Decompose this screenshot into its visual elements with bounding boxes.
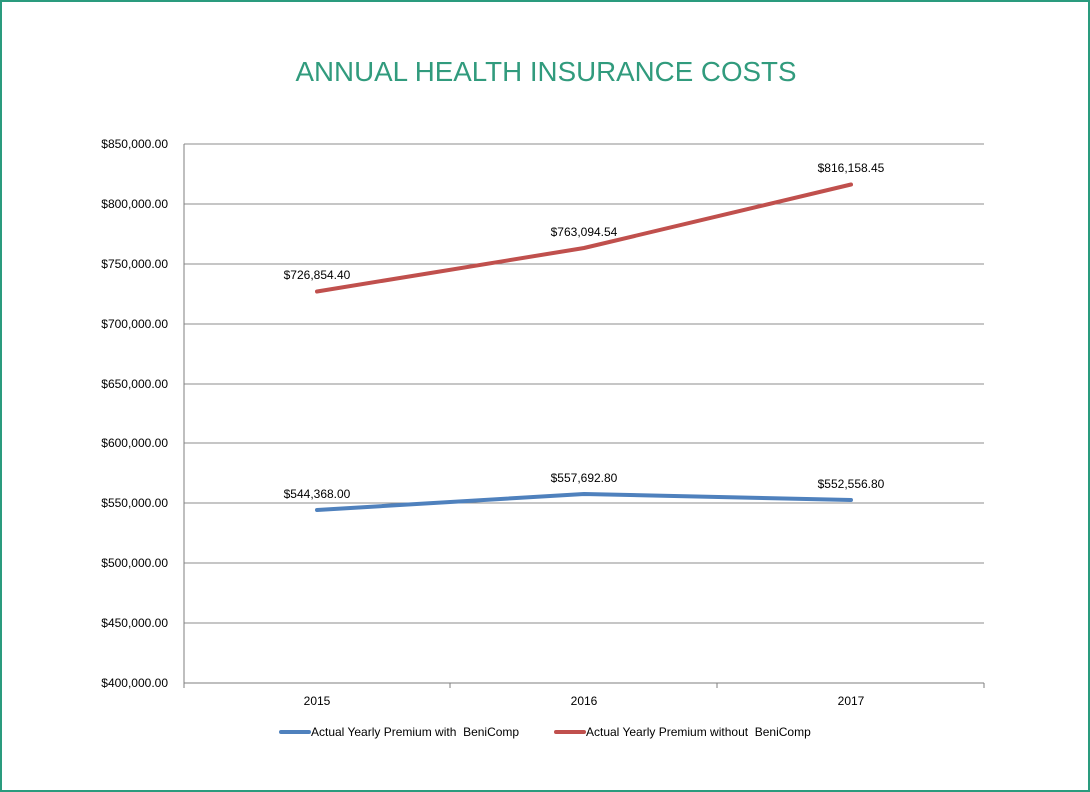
- svg-text:$800,000.00: $800,000.00: [101, 197, 168, 211]
- svg-text:$650,000.00: $650,000.00: [101, 377, 168, 391]
- svg-text:$450,000.00: $450,000.00: [101, 616, 168, 630]
- svg-text:2017: 2017: [838, 694, 865, 708]
- svg-text:$850,000.00: $850,000.00: [101, 137, 168, 151]
- svg-text:$750,000.00: $750,000.00: [101, 257, 168, 271]
- svg-text:$500,000.00: $500,000.00: [101, 556, 168, 570]
- svg-text:$557,692.80: $557,692.80: [551, 471, 618, 485]
- svg-text:ANNUAL HEALTH INSURANCE COSTS: ANNUAL HEALTH INSURANCE COSTS: [296, 56, 797, 87]
- svg-text:$544,368.00: $544,368.00: [284, 487, 351, 501]
- svg-text:Actual Yearly Premium with Be: Actual Yearly Premium with BeniComp: [311, 725, 519, 739]
- svg-text:$400,000.00: $400,000.00: [101, 676, 168, 690]
- svg-text:$600,000.00: $600,000.00: [101, 436, 168, 450]
- svg-text:$816,158.45: $816,158.45: [818, 161, 885, 175]
- svg-text:$726,854.40: $726,854.40: [284, 268, 351, 282]
- svg-text:Actual Yearly Premium without: Actual Yearly Premium without BeniComp: [586, 725, 811, 739]
- svg-text:$550,000.00: $550,000.00: [101, 496, 168, 510]
- svg-text:$552,556.80: $552,556.80: [818, 477, 885, 491]
- svg-text:2015: 2015: [304, 694, 331, 708]
- svg-text:$763,094.54: $763,094.54: [551, 225, 618, 239]
- svg-text:2016: 2016: [571, 694, 598, 708]
- svg-text:$700,000.00: $700,000.00: [101, 317, 168, 331]
